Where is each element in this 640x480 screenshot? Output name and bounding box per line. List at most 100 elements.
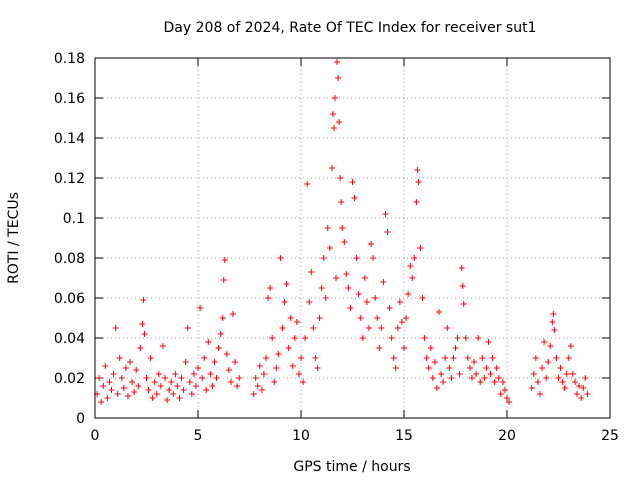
data-point [398,319,405,325]
x-tick-label: 15 [395,428,413,444]
data-point [300,379,307,385]
data-point [347,305,354,311]
data-point [108,387,115,393]
data-point [539,365,546,371]
data-point [415,179,422,185]
data-point [141,331,148,337]
data-point [557,365,564,371]
data-point [576,383,583,389]
data-point [473,371,480,377]
data-point [357,315,364,321]
data-point [281,299,288,305]
data-point [100,383,107,389]
data-point [419,295,426,301]
data-point [394,325,401,331]
data-point [541,339,548,345]
data-point [195,365,201,371]
data-point [192,383,199,389]
data-point [262,355,269,361]
data-point [380,279,387,285]
data-point [459,283,466,289]
data-point [403,315,410,321]
data-point [464,355,471,361]
data-point [466,365,473,371]
data-point [547,343,554,349]
data-point [147,355,154,361]
data-point [308,269,315,275]
data-point [102,363,109,369]
data-point [122,365,129,371]
data-point [275,351,282,357]
data-point [489,355,496,361]
data-point [304,181,311,187]
data-point [172,371,179,377]
data-point [116,355,123,361]
data-point [256,363,263,369]
data-point [468,375,475,381]
data-point [197,305,204,311]
data-point [491,379,498,385]
data-point [384,229,391,235]
data-point [471,359,478,365]
data-point [269,335,276,341]
data-point [234,383,241,389]
data-point [201,355,208,361]
data-point [287,315,294,321]
data-point [217,331,224,337]
data-point [553,355,560,361]
data-point [413,199,420,205]
data-point [427,345,434,351]
data-point [135,383,142,389]
data-point [324,225,331,231]
data-point [267,285,274,291]
data-point [271,379,278,385]
x-tick-label: 25 [601,428,619,444]
data-point [460,301,467,307]
data-point [174,383,181,389]
data-point [333,275,340,281]
data-point [330,125,337,131]
data-point [302,335,309,341]
data-point [289,363,296,369]
data-point [260,371,267,377]
data-point [180,387,187,393]
data-point [312,355,319,361]
data-point [429,375,436,381]
data-point [440,379,447,385]
data-point [341,239,348,245]
data-point [493,365,500,371]
data-point [124,393,131,399]
data-point [448,375,455,381]
data-point [506,399,513,405]
data-point [388,335,395,341]
data-point [421,335,428,341]
data-point [221,257,228,263]
data-point [543,375,550,381]
x-tick-label: 0 [91,428,100,444]
data-point [168,379,175,385]
data-point [149,395,156,401]
data-point [118,375,125,381]
data-point [555,375,562,381]
data-point [382,211,389,217]
data-point [227,379,234,385]
data-point [425,365,432,371]
data-point [220,277,227,283]
data-point [454,335,461,341]
data-point [567,343,574,349]
data-point [190,371,197,377]
data-point [137,345,144,351]
data-point [127,359,134,365]
x-axis-label: GPS time / hours [293,459,410,475]
data-point [322,295,329,301]
data-point [409,275,416,281]
data-point [559,379,566,385]
data-point [361,275,368,281]
y-tick-label: 0 [76,411,85,427]
data-point [569,371,576,377]
y-tick-label: 0.14 [54,131,85,147]
data-point [485,339,492,345]
data-point [499,379,506,385]
data-point [452,345,459,351]
data-point [223,351,230,357]
